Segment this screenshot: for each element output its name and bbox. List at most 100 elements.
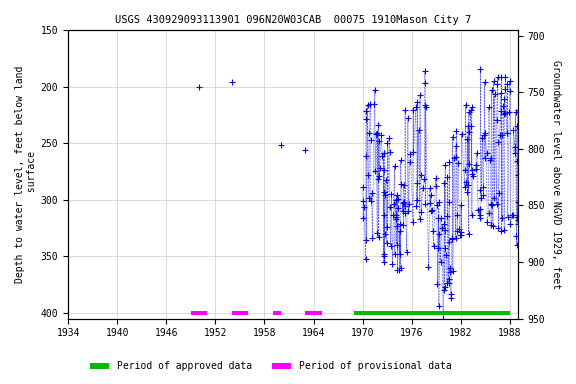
Point xyxy=(385,204,395,210)
Point xyxy=(444,276,453,282)
Point xyxy=(380,251,389,257)
Point xyxy=(468,171,477,177)
Point xyxy=(456,232,465,238)
Point xyxy=(227,79,236,85)
Point xyxy=(445,159,454,165)
Point xyxy=(392,192,401,198)
Point xyxy=(488,202,497,208)
Point xyxy=(383,140,392,146)
Point xyxy=(493,74,502,80)
Point xyxy=(446,295,456,301)
Point xyxy=(490,195,499,202)
Point xyxy=(467,212,476,218)
Point xyxy=(393,205,403,212)
Point xyxy=(416,209,426,215)
Point xyxy=(480,79,489,85)
Point xyxy=(395,221,404,227)
Point xyxy=(509,127,518,133)
Point xyxy=(435,231,444,237)
Point xyxy=(362,116,371,122)
Point xyxy=(395,267,404,273)
Point xyxy=(426,192,435,198)
Point xyxy=(439,180,449,187)
Point xyxy=(421,104,430,110)
Point xyxy=(453,212,462,218)
Point xyxy=(441,245,450,252)
Point xyxy=(412,180,422,186)
Point xyxy=(361,108,370,114)
Point xyxy=(434,199,444,205)
Point xyxy=(374,234,383,240)
Point xyxy=(492,201,501,207)
Point xyxy=(390,162,399,169)
Point xyxy=(448,235,457,242)
Point xyxy=(442,280,452,286)
Point xyxy=(358,215,367,221)
Point xyxy=(432,202,441,208)
Point xyxy=(513,214,522,220)
Point xyxy=(361,256,370,262)
Point xyxy=(393,267,402,273)
Point xyxy=(475,212,484,218)
Point xyxy=(383,224,392,230)
Point xyxy=(379,167,388,173)
Point xyxy=(392,214,401,220)
Point xyxy=(484,104,494,110)
Point xyxy=(477,195,486,201)
Title: USGS 430929093113901 096N20W03CAB  00075 1910Mason City 7: USGS 430929093113901 096N20W03CAB 00075 … xyxy=(115,15,471,25)
Point xyxy=(372,131,381,137)
Point xyxy=(467,167,476,173)
Point xyxy=(436,259,445,265)
Point xyxy=(389,212,398,218)
Point xyxy=(404,208,413,214)
Point xyxy=(465,161,474,167)
Point xyxy=(489,78,498,84)
Point xyxy=(451,235,460,242)
Point xyxy=(460,184,469,190)
Point xyxy=(373,230,382,236)
Point xyxy=(471,166,480,172)
Point xyxy=(463,189,472,195)
Point xyxy=(502,130,511,136)
Point xyxy=(480,132,489,138)
Point xyxy=(449,155,458,161)
Point xyxy=(411,104,420,111)
Point xyxy=(452,142,461,149)
Point xyxy=(392,242,401,248)
Point xyxy=(472,150,482,156)
Point xyxy=(467,104,476,111)
Point xyxy=(492,118,501,124)
Point xyxy=(446,291,456,297)
Point xyxy=(511,233,521,239)
Point xyxy=(388,261,397,267)
Point xyxy=(488,223,498,229)
Point xyxy=(497,228,506,235)
Point xyxy=(440,284,449,290)
Point xyxy=(483,218,492,225)
Point xyxy=(429,243,438,249)
Point xyxy=(420,102,430,108)
Point xyxy=(503,214,513,220)
Y-axis label: Groundwater level above NGVD 1929, feet: Groundwater level above NGVD 1929, feet xyxy=(551,60,561,289)
Point xyxy=(434,215,443,221)
Point xyxy=(399,199,408,205)
Point xyxy=(481,130,490,136)
Point xyxy=(366,137,375,144)
Point xyxy=(443,174,452,180)
Point xyxy=(511,109,520,115)
Point xyxy=(378,152,387,159)
Point xyxy=(456,202,465,208)
Point xyxy=(494,225,503,231)
Point xyxy=(385,149,394,155)
Point xyxy=(370,168,380,174)
Point xyxy=(494,190,503,197)
Point xyxy=(412,203,421,209)
Point xyxy=(403,115,412,121)
Point xyxy=(374,176,383,182)
Point xyxy=(452,154,461,161)
Point xyxy=(438,316,448,322)
Point xyxy=(427,207,437,213)
Point xyxy=(513,172,522,178)
Point xyxy=(442,252,451,258)
Point xyxy=(367,190,376,196)
